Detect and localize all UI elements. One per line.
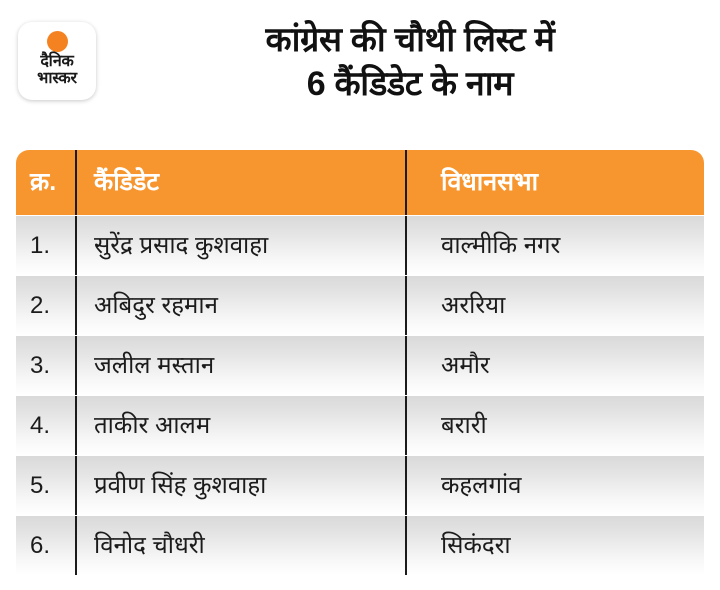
- headline-line-2: 6 कैंडिडेट के नाम: [306, 65, 514, 104]
- column-header-serial: क्र.: [30, 168, 57, 196]
- candidates-table: क्र. कैंडिडेट विधानसभा 1. सुरेंद्र प्रसा…: [16, 150, 704, 575]
- cell-constituency: बरारी: [405, 396, 704, 455]
- table-row: 5. प्रवीण सिंह कुशवाहा कहलगांव: [16, 455, 704, 515]
- logo-text-line1: दैनिक: [40, 53, 74, 70]
- logo-text-line2: भास्कर: [37, 70, 77, 88]
- cell-constituency: अररिया: [405, 276, 704, 335]
- table-row: 3. जलील मस्तान अमौर: [16, 335, 704, 395]
- dainik-bhaskar-logo: दैनिक भास्कर: [18, 22, 96, 100]
- cell-candidate: विनोद चौधरी: [75, 516, 405, 575]
- cell-candidate: ताकीर आलम: [75, 396, 405, 455]
- cell-constituency: कहलगांव: [405, 456, 704, 515]
- cell-serial: 4.: [30, 411, 51, 439]
- column-header-candidate: कैंडिडेट: [75, 150, 405, 215]
- table-row: 1. सुरेंद्र प्रसाद कुशवाहा वाल्मीकि नगर: [16, 215, 704, 275]
- cell-candidate: अबिदुर रहमान: [75, 276, 405, 335]
- cell-serial: 6.: [30, 531, 51, 559]
- cell-candidate: प्रवीण सिंह कुशवाहा: [75, 456, 405, 515]
- cell-candidate: जलील मस्तान: [75, 336, 405, 395]
- column-header-constituency: विधानसभा: [405, 150, 704, 215]
- cell-serial: 3.: [30, 351, 51, 379]
- sun-dot-icon: [46, 31, 68, 52]
- cell-constituency: अमौर: [405, 336, 704, 395]
- table-row: 2. अबिदुर रहमान अररिया: [16, 275, 704, 335]
- table-row: 6. विनोद चौधरी सिकंदरा: [16, 515, 704, 575]
- cell-constituency: सिकंदरा: [405, 516, 704, 575]
- cell-serial: 5.: [30, 471, 51, 499]
- cell-constituency: वाल्मीकि नगर: [405, 216, 704, 275]
- cell-candidate: सुरेंद्र प्रसाद कुशवाहा: [75, 216, 405, 275]
- cell-serial: 2.: [30, 291, 51, 319]
- table-header-row: क्र. कैंडिडेट विधानसभा: [16, 150, 704, 215]
- page-title: कांग्रेस की चौथी लिस्ट में 6 कैंडिडेट के…: [110, 18, 710, 106]
- headline-line-1: कांग्रेस की चौथी लिस्ट में: [265, 21, 555, 59]
- table-row: 4. ताकीर आलम बरारी: [16, 395, 704, 455]
- header-band: दैनिक भास्कर कांग्रेस की चौथी लिस्ट में …: [0, 0, 720, 148]
- cell-serial: 1.: [30, 231, 51, 259]
